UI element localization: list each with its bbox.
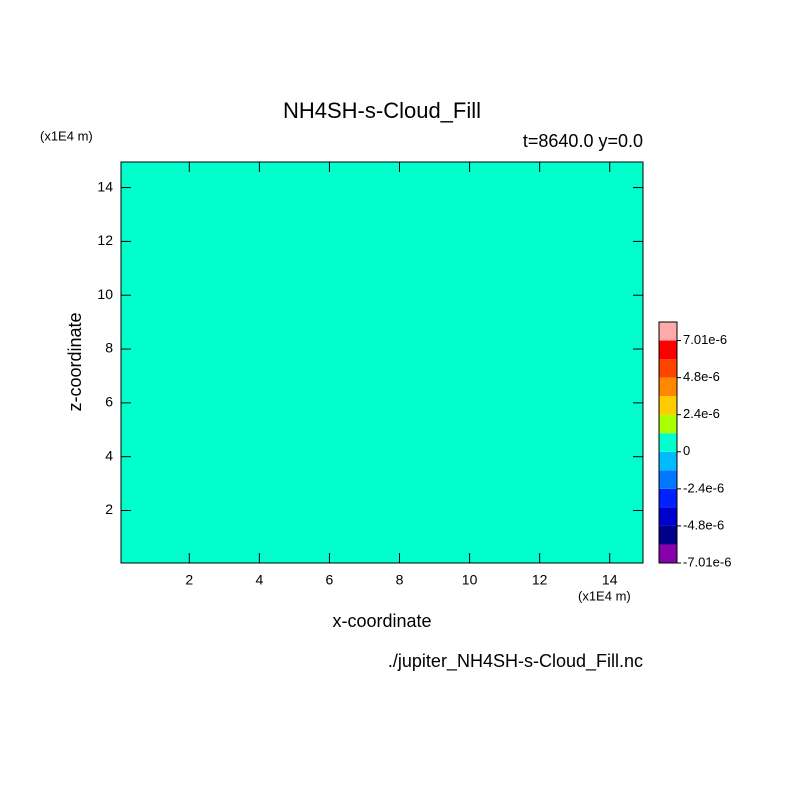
colorbar-frame <box>658 321 678 564</box>
cloud-region <box>121 212 319 249</box>
plot-frame <box>120 161 644 564</box>
colorbar-tick-label: 4.8e-6 <box>683 369 720 384</box>
colorbar-band <box>659 470 677 489</box>
x-tick-label: 4 <box>255 572 263 588</box>
y-tick-label: 12 <box>97 232 113 248</box>
x-axis-label: x-coordinate <box>332 611 431 631</box>
x-tick-label: 12 <box>532 572 548 588</box>
cloud-region <box>121 246 294 394</box>
colorbar-band <box>659 544 677 563</box>
colorbar-tick-label: -7.01e-6 <box>683 554 731 569</box>
colorbar-band <box>659 396 677 415</box>
plot-background <box>121 162 643 563</box>
chart-subtitle: t=8640.0 y=0.0 <box>523 131 643 151</box>
colorbar-band <box>659 451 677 471</box>
colorbar-band <box>659 507 677 526</box>
colorbar-band <box>659 322 677 341</box>
cloud-region <box>286 194 386 214</box>
colorbar-band <box>659 359 677 378</box>
colorbar-band <box>659 377 677 397</box>
colorbar-tick-label: 0 <box>683 443 690 458</box>
colorbar-band <box>659 433 677 452</box>
source-file: ./jupiter_NH4SH-s-Cloud_Fill.nc <box>388 651 643 672</box>
x-unit: (x1E4 m) <box>578 588 631 603</box>
y-unit: (x1E4 m) <box>40 128 93 143</box>
colorbar-band <box>659 414 677 434</box>
y-tick-label: 2 <box>105 501 113 517</box>
y-tick-label: 14 <box>97 178 113 194</box>
colorbar-tick-label: -2.4e-6 <box>683 480 724 495</box>
x-tick-label: 14 <box>602 572 618 588</box>
cloud-region <box>124 264 249 404</box>
y-tick-label: 4 <box>105 447 113 463</box>
colorbar-band <box>659 525 677 545</box>
x-tick-label: 2 <box>185 572 193 588</box>
colorbar-tick-label: -4.8e-6 <box>683 517 724 532</box>
colorbar-tick-label: 2.4e-6 <box>683 406 720 421</box>
y-tick-label: 6 <box>105 394 113 410</box>
y-tick-label: 8 <box>105 340 113 356</box>
x-tick-label: 10 <box>462 572 478 588</box>
cloud-field <box>121 194 639 404</box>
colorbar-band <box>659 488 677 508</box>
colorbar-band <box>659 340 677 360</box>
chart-title: NH4SH-s-Cloud_Fill <box>283 98 481 123</box>
y-tick-label: 10 <box>97 286 113 302</box>
y-axis-label: z-coordinate <box>65 312 85 411</box>
x-tick-label: 6 <box>326 572 334 588</box>
x-tick-label: 8 <box>396 572 404 588</box>
colorbar-tick-label: 7.01e-6 <box>683 332 727 347</box>
